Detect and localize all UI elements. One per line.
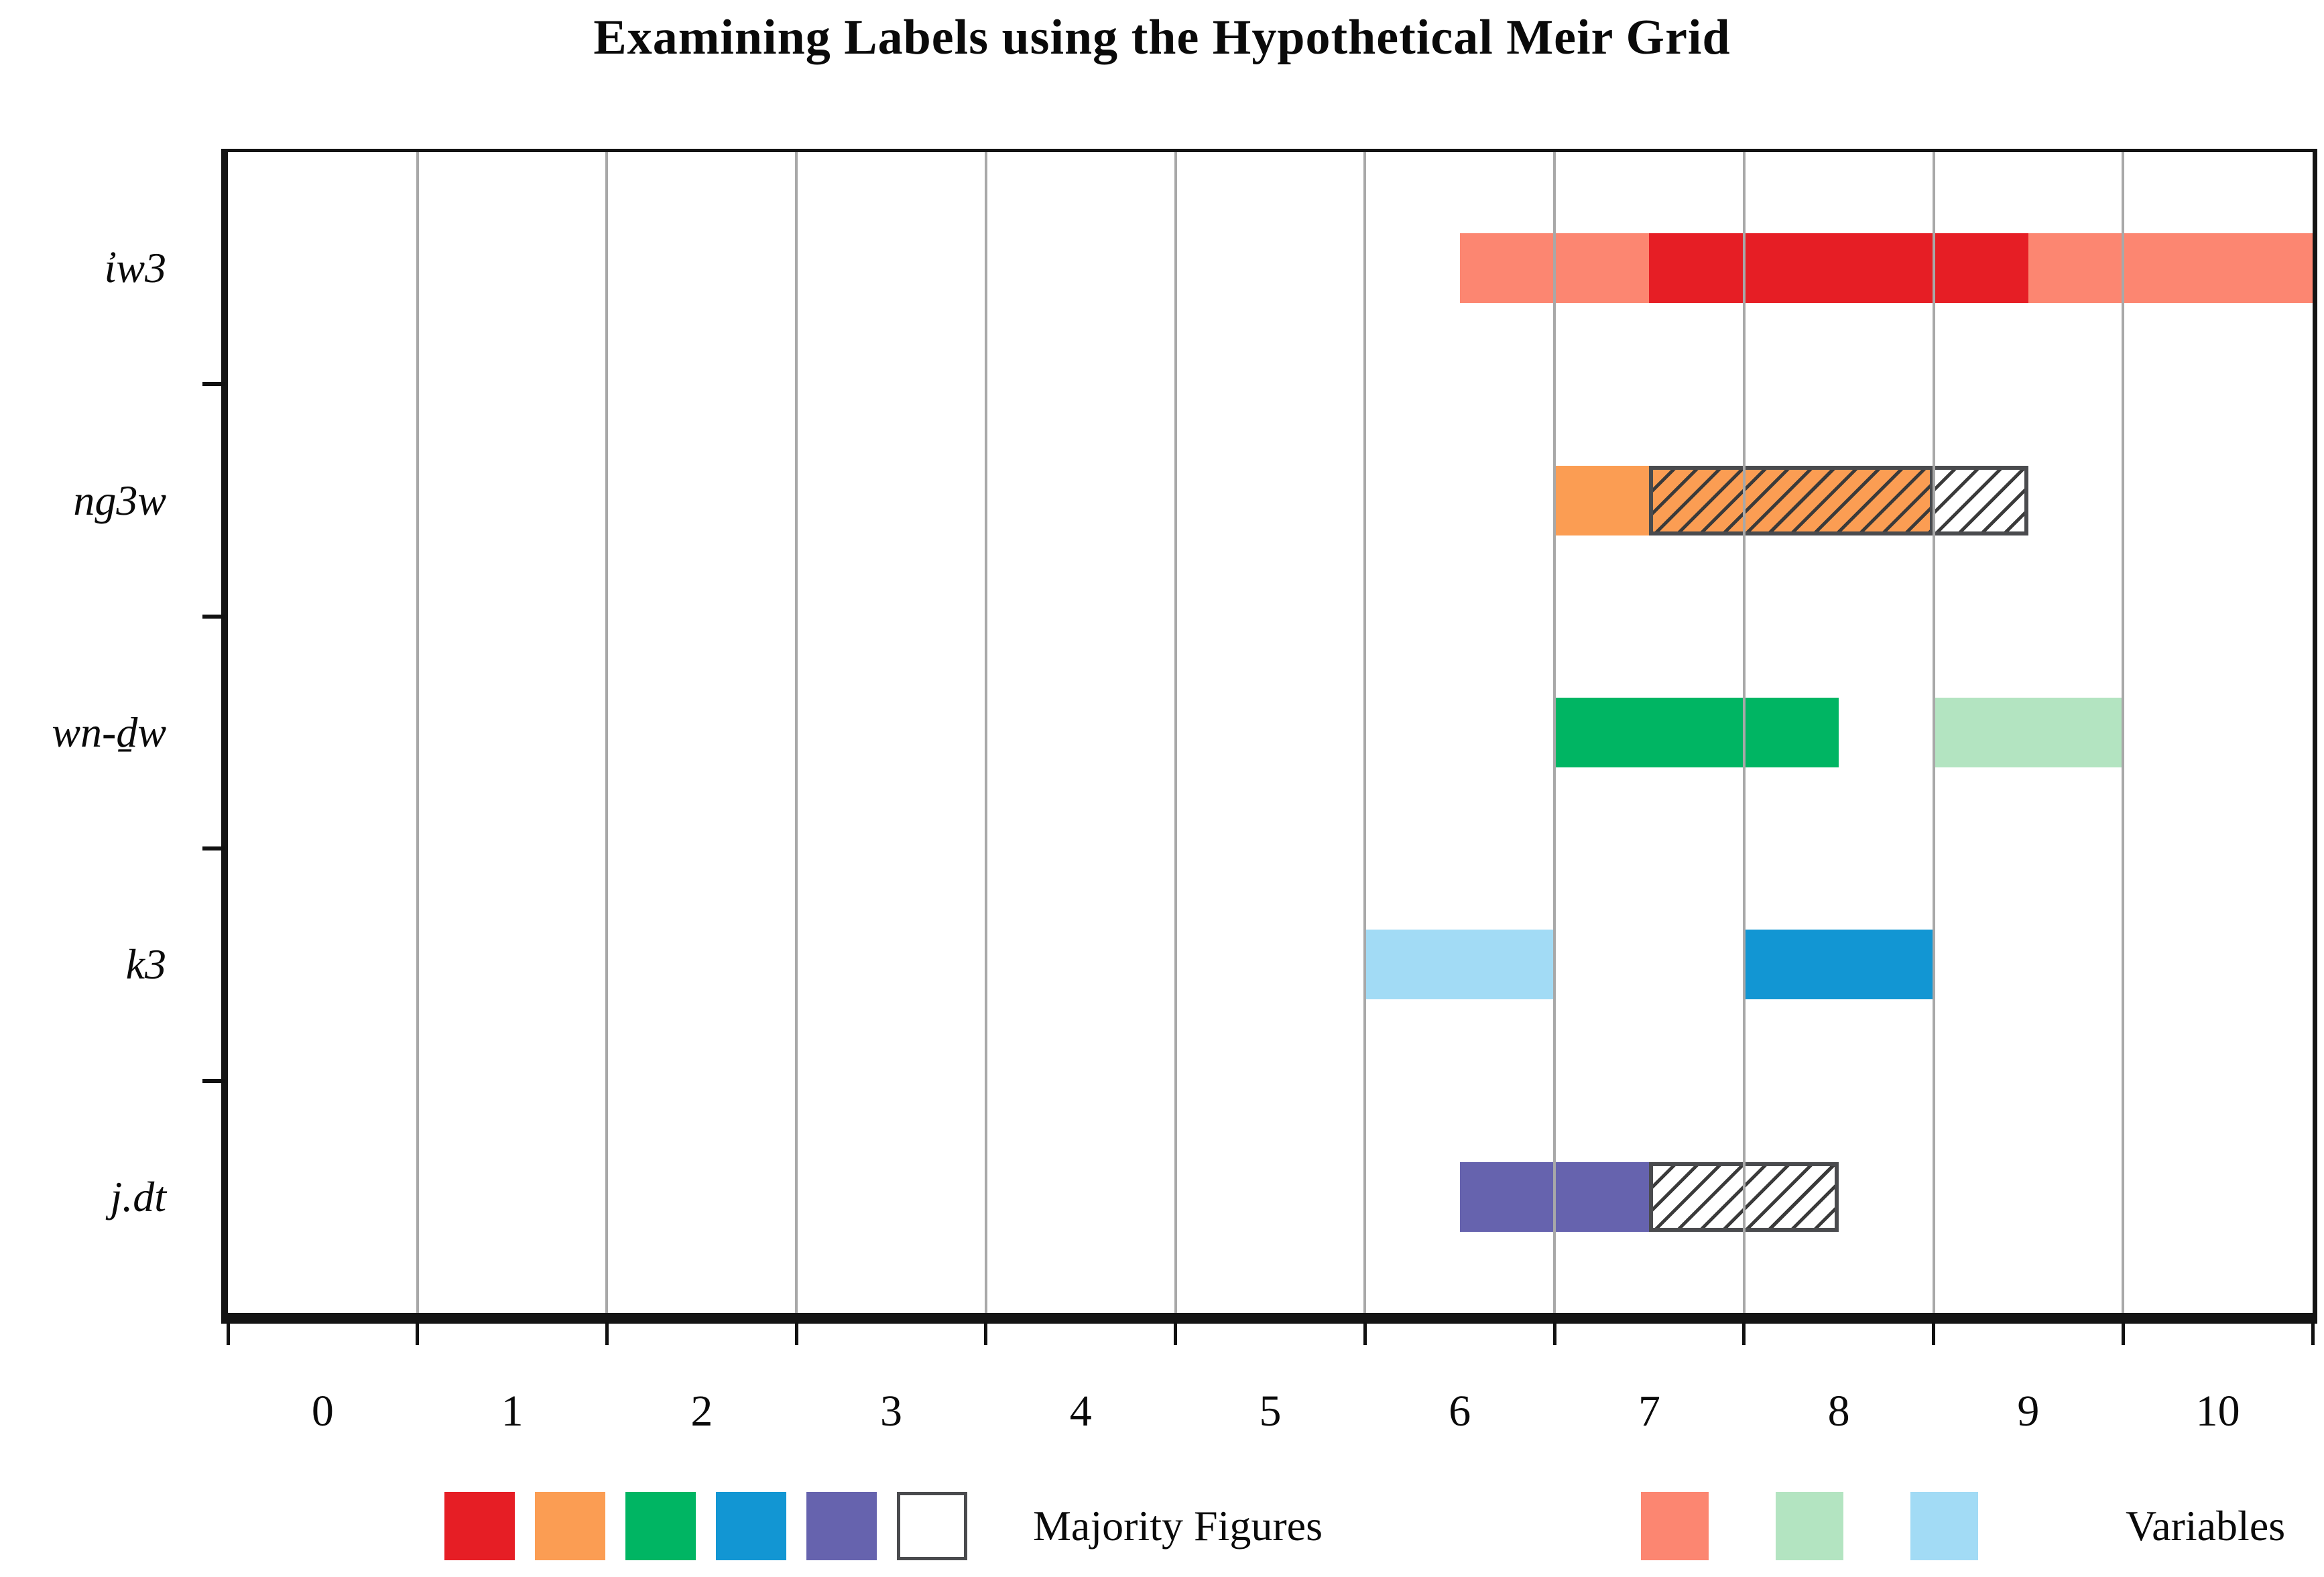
gridline [795, 152, 798, 1313]
gridline [1363, 152, 1367, 1313]
gridline [605, 152, 609, 1313]
x-axis-tick-label: 2 [690, 1387, 713, 1436]
x-axis-tick [984, 1322, 988, 1345]
category-label: wn-ḏw [52, 708, 166, 756]
legend-swatch-red [444, 1492, 515, 1560]
chart-title: Examining Labels using the Hypothetical … [593, 10, 1731, 65]
y-axis-tick [202, 614, 225, 619]
x-axis-tick [1174, 1322, 1178, 1345]
bar-segment-orange [1649, 465, 1934, 535]
x-axis-tick [2121, 1322, 2125, 1345]
legend-swatch-light_blue [1910, 1492, 1978, 1560]
plot-area [221, 149, 2317, 1324]
gridline [2122, 152, 2125, 1313]
x-axis-tick [1363, 1322, 1367, 1345]
legend-swatch-blue [716, 1492, 786, 1560]
x-axis-tick-label: 3 [880, 1387, 903, 1436]
legend-swatch-orange [535, 1492, 605, 1560]
x-axis-tick-label: 5 [1259, 1387, 1282, 1436]
x-axis-tick-label: 7 [1638, 1387, 1660, 1436]
gridline [1742, 152, 1746, 1313]
x-axis-tick [605, 1322, 609, 1345]
bar-segment-white [1933, 465, 2028, 535]
bar-segment-red [1649, 233, 2028, 304]
x-axis-tick-label: 0 [311, 1387, 334, 1436]
gridline [1553, 152, 1556, 1313]
category-label: ng3w [73, 476, 166, 524]
legend-label-majority-figures: Majority Figures [1033, 1502, 1323, 1550]
x-axis-tick [226, 1322, 230, 1345]
gridline [416, 152, 419, 1313]
x-axis-tick-label: 9 [2017, 1387, 2040, 1436]
bar-segment-orange [1554, 465, 1650, 535]
x-axis-tick-label: 6 [1449, 1387, 1471, 1436]
x-axis-tick [1552, 1322, 1556, 1345]
x-axis-tick [1932, 1322, 1936, 1345]
y-axis-tick [202, 1078, 225, 1083]
bar-segment-green [1554, 698, 1839, 767]
legend-group-variables: Variables [1641, 1492, 2285, 1560]
gridline [1174, 152, 1177, 1313]
legend-swatch-light_green [1776, 1492, 1843, 1560]
y-axis-tick [202, 846, 225, 851]
y-axis-labels: ἰw3 ng3w wn-ḏw k3 j.dt [0, 149, 166, 1324]
plot-inner [228, 152, 2313, 1313]
category-label: ἰw3 [104, 244, 166, 292]
gridline [1932, 152, 1935, 1313]
x-axis-tick [1742, 1322, 1746, 1345]
category-label: k3 [125, 940, 166, 989]
x-axis-tick [2311, 1322, 2315, 1345]
gridline [984, 152, 987, 1313]
x-axis-tick-label: 1 [501, 1387, 524, 1436]
x-axis-tick-label: 8 [1827, 1387, 1850, 1436]
x-axis-tick [416, 1322, 420, 1345]
legend-swatch-hatch [897, 1492, 967, 1560]
bar-segment-light_green [1933, 698, 2124, 767]
x-axis-tick-label: 10 [2195, 1387, 2240, 1436]
y-axis-tick [202, 382, 225, 387]
legend-group-majority-figures: Majority Figures [444, 1492, 1323, 1560]
legend-swatch-green [625, 1492, 696, 1560]
legend-swatch-salmon [1641, 1492, 1709, 1560]
legend-swatch-purple [806, 1492, 877, 1560]
bar-segment-blue [1744, 930, 1934, 1000]
category-label: j.dt [110, 1172, 166, 1220]
x-axis-tick-label: 4 [1069, 1387, 1092, 1436]
bar-segment-light_blue [1365, 930, 1555, 1000]
x-axis-tick [794, 1322, 798, 1345]
legend-label-variables: Variables [2126, 1502, 2286, 1550]
